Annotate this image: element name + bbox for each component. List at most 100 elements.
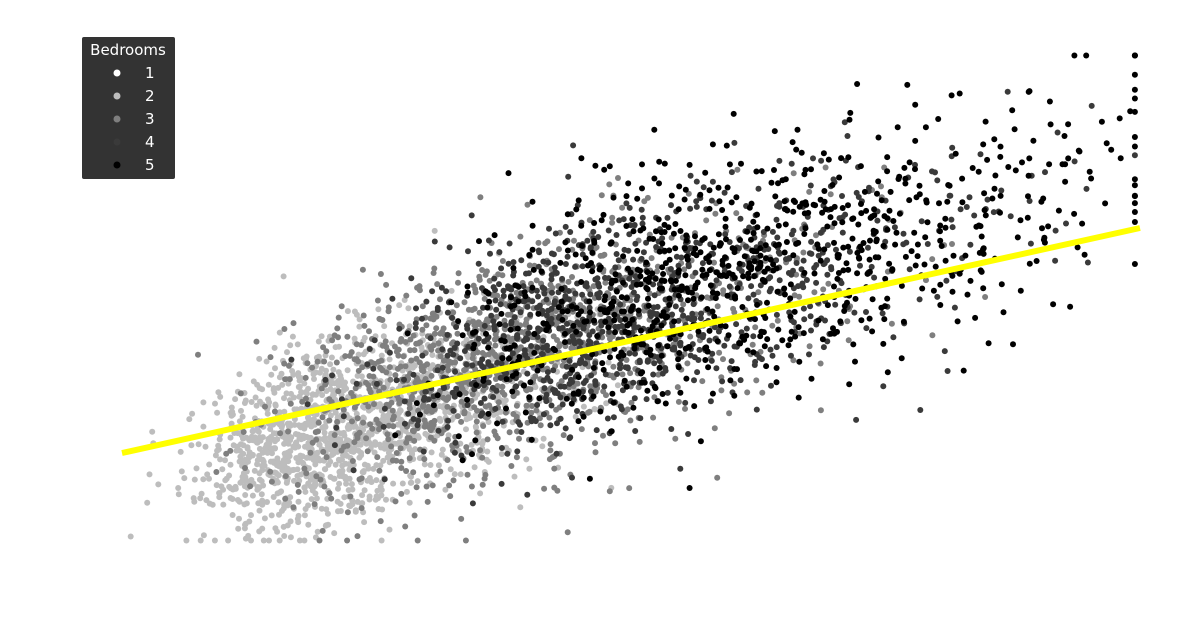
data-point [594, 275, 601, 282]
data-point [264, 499, 270, 505]
data-point [562, 239, 569, 246]
data-point [896, 173, 903, 180]
data-point [737, 215, 744, 222]
data-point [321, 358, 328, 365]
data-point [811, 289, 818, 296]
data-point [1131, 134, 1138, 140]
data-point [562, 425, 569, 432]
data-point [419, 403, 426, 410]
data-point [959, 175, 966, 182]
data-point [280, 523, 287, 530]
data-point [894, 124, 901, 131]
data-point [875, 178, 882, 185]
data-point [969, 165, 976, 171]
data-point [340, 452, 346, 459]
data-point [516, 435, 522, 442]
data-point [247, 483, 254, 490]
data-point [843, 260, 850, 267]
data-point [784, 207, 791, 214]
data-point [834, 328, 840, 335]
data-point [902, 175, 909, 182]
data-point [387, 376, 394, 383]
data-point [863, 325, 870, 332]
data-point [510, 265, 517, 271]
data-point [656, 248, 663, 255]
data-point [893, 229, 900, 236]
data-point [483, 268, 490, 275]
data-point [769, 322, 776, 329]
data-point [392, 432, 399, 439]
data-point [814, 241, 821, 248]
data-point [529, 284, 536, 291]
data-point [272, 445, 278, 452]
data-point [817, 257, 824, 264]
data-point [331, 432, 338, 438]
data-point [578, 356, 585, 363]
data-point [341, 432, 348, 439]
data-point [344, 367, 351, 374]
data-point [668, 426, 675, 432]
data-point [725, 262, 732, 269]
data-point [636, 357, 643, 364]
data-point [386, 349, 393, 356]
data-point [260, 537, 267, 544]
data-point [358, 373, 365, 380]
data-point [305, 521, 312, 528]
data-point [517, 309, 524, 316]
legend-label: 3 [145, 110, 155, 128]
data-point [654, 398, 661, 405]
data-point [524, 336, 531, 343]
data-point [820, 344, 827, 351]
data-point [600, 366, 607, 373]
data-point [548, 402, 555, 409]
data-point [701, 235, 708, 242]
data-point [492, 405, 499, 412]
data-point [393, 348, 400, 355]
data-point [534, 367, 541, 374]
data-point [677, 465, 684, 472]
data-point [477, 194, 484, 201]
data-point [807, 303, 814, 310]
data-point [774, 288, 781, 295]
data-point [948, 92, 955, 99]
data-point [159, 485, 166, 492]
data-point [427, 462, 434, 468]
data-point [900, 318, 907, 325]
data-point [919, 285, 926, 292]
data-point [468, 441, 475, 448]
data-point [803, 201, 810, 208]
data-point [762, 315, 769, 321]
data-point [669, 323, 676, 330]
data-point [767, 285, 774, 292]
data-point [775, 222, 782, 229]
data-point [129, 506, 136, 512]
data-point [760, 329, 767, 336]
data-point [639, 161, 645, 168]
data-point [589, 249, 596, 256]
data-point [745, 275, 752, 281]
data-point [574, 408, 580, 414]
data-point [259, 449, 266, 456]
data-point [531, 349, 538, 356]
data-point [1024, 214, 1031, 221]
data-point [216, 494, 223, 501]
data-point [937, 302, 944, 308]
data-point [757, 282, 764, 289]
data-point [989, 195, 996, 202]
data-point [776, 157, 783, 164]
data-point [429, 482, 436, 489]
data-point [783, 256, 789, 263]
data-point [305, 420, 312, 427]
data-point [429, 288, 436, 295]
data-point [269, 450, 275, 457]
data-point [383, 281, 390, 288]
data-point [886, 207, 893, 214]
data-point [626, 231, 633, 238]
data-point [385, 422, 392, 429]
data-point [731, 309, 738, 316]
data-point [254, 457, 261, 464]
data-point [262, 403, 268, 410]
data-point [723, 142, 730, 149]
data-point [1026, 198, 1033, 204]
data-point [450, 407, 457, 414]
